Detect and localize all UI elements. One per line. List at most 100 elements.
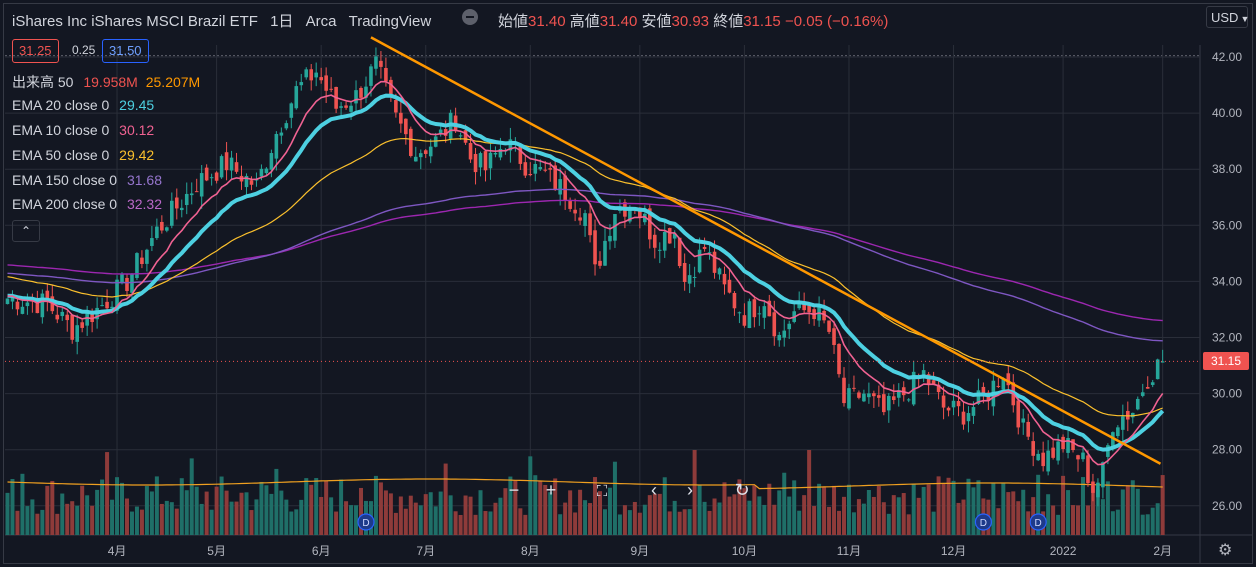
candle-body <box>204 167 209 181</box>
volume-ma-line <box>7 478 1163 490</box>
volume-bar <box>1135 488 1140 535</box>
candle-body <box>170 200 174 226</box>
ema50-legend[interactable]: EMA 50 close 0 29.42 <box>12 147 154 163</box>
volume-bar <box>463 495 468 535</box>
volume-bar <box>149 491 154 535</box>
volume-bar <box>314 478 319 535</box>
candle-body <box>404 118 408 135</box>
volume-bar <box>199 503 204 535</box>
volume-bar <box>876 486 881 535</box>
volume-bar <box>1011 491 1016 535</box>
scroll-left-button[interactable]: ‹ <box>640 478 668 502</box>
y-tick-label: 36.00 <box>1212 218 1242 232</box>
candle-body <box>493 152 498 155</box>
chevron-up-icon: ⌃ <box>20 224 32 238</box>
volume-bar <box>1125 485 1130 535</box>
volume-bar <box>622 505 627 535</box>
zoom-in-button[interactable]: + <box>537 478 565 502</box>
currency-selector[interactable]: USD ▼ <box>1206 6 1249 28</box>
candle-body <box>399 112 403 124</box>
volume-bar <box>1046 494 1051 535</box>
volume-bar <box>229 501 234 535</box>
candle-body <box>100 305 104 307</box>
volume-bar <box>349 505 354 535</box>
volume-bar <box>533 475 538 535</box>
bid-button[interactable]: 31.25 <box>12 39 59 63</box>
candle-body <box>906 399 911 401</box>
candle-body <box>867 393 871 398</box>
minus-circle-icon[interactable] <box>462 9 478 25</box>
candle-body <box>1001 378 1006 390</box>
volume-bar <box>408 495 413 535</box>
candle-body <box>60 311 65 317</box>
volume-bar <box>871 496 876 535</box>
volume-legend[interactable]: 出来高 50 19.958M 25.207M <box>12 72 200 92</box>
candle-body <box>563 175 567 201</box>
volume-bar <box>473 514 478 535</box>
candle-body <box>1006 373 1011 386</box>
source-label: TradingView <box>348 13 432 30</box>
candle-body <box>662 231 667 251</box>
volume-bar <box>593 477 598 535</box>
x-tick-label: 4月 <box>108 544 127 558</box>
candle-body <box>279 132 284 136</box>
y-tick-label: 40.00 <box>1212 106 1242 120</box>
ema20-line <box>7 93 1165 452</box>
volume-bar <box>324 480 329 535</box>
volume-bar <box>75 505 80 535</box>
x-tick-label: 2月 <box>1153 544 1172 558</box>
candle-body <box>463 130 468 143</box>
scroll-right-button[interactable]: › <box>676 478 704 502</box>
candle-body <box>165 227 169 231</box>
x-tick-label: 5月 <box>207 544 226 558</box>
ema150-legend[interactable]: EMA 150 close 0 31.68 <box>12 172 162 188</box>
dividend-marker <box>974 513 993 531</box>
candle-body <box>483 151 488 171</box>
y-tick-label: 32.00 <box>1212 331 1242 345</box>
ask-button[interactable]: 31.50 <box>102 39 149 63</box>
volume-bar <box>214 486 219 535</box>
ema20-legend[interactable]: EMA 20 close 0 29.45 <box>12 97 154 113</box>
candle-body <box>568 200 572 209</box>
candle-body <box>10 297 15 302</box>
candle-body <box>45 290 50 302</box>
volume-bar <box>433 506 438 535</box>
candle-body <box>224 152 229 171</box>
volume-bar <box>827 506 832 535</box>
candle-body <box>588 213 592 236</box>
candle-body <box>896 390 901 398</box>
candle-body <box>742 315 747 326</box>
candle-body <box>289 103 294 118</box>
ema50-label: EMA 50 close 0 <box>12 147 110 163</box>
fullscreen-button[interactable]: ⛶ <box>588 478 616 502</box>
dividend-marker-label: D <box>1035 518 1042 529</box>
volume-bar <box>1051 505 1056 535</box>
volume-bar <box>55 513 60 535</box>
candle-body <box>329 88 333 90</box>
y-tick-label: 30.00 <box>1212 387 1242 401</box>
ema200-legend[interactable]: EMA 200 close 0 32.32 <box>12 196 162 212</box>
ema200-line <box>7 199 1163 322</box>
volume-bar <box>1056 514 1061 535</box>
volume-bar <box>946 477 951 535</box>
candle-body <box>1101 462 1105 488</box>
volume-bar <box>269 493 274 535</box>
candle-body <box>219 156 224 178</box>
gear-icon[interactable]: ⚙ <box>1218 542 1233 559</box>
candle-body <box>1026 421 1031 437</box>
volume-bar <box>413 502 418 535</box>
collapse-legend-button[interactable]: ⌃ <box>12 220 40 242</box>
volume-bar <box>209 509 214 535</box>
candle-body <box>573 209 577 214</box>
volume-bar <box>1066 490 1071 535</box>
reset-button[interactable]: ↻ <box>728 478 756 502</box>
ema10-legend[interactable]: EMA 10 close 0 30.12 <box>12 122 154 138</box>
volume-bar <box>90 505 95 535</box>
volume-bar <box>309 484 314 535</box>
candle-body <box>389 79 393 97</box>
candle-body <box>150 238 154 246</box>
volume-value: 19.958M <box>83 74 138 90</box>
zoom-out-button[interactable]: − <box>500 478 528 502</box>
dividend-marker <box>1029 513 1047 531</box>
